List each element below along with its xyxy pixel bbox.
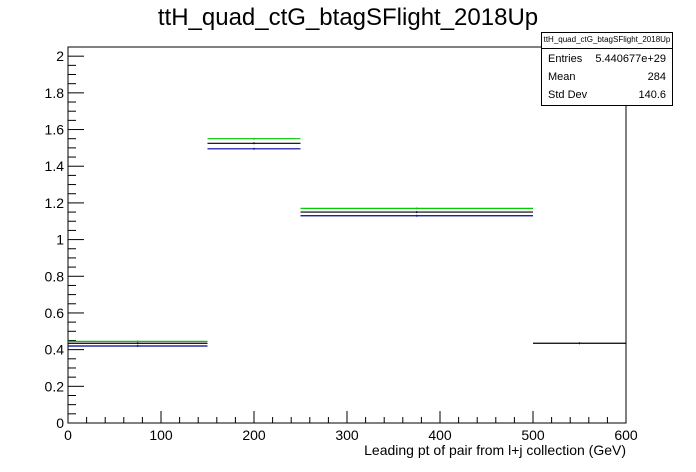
stats-box: ttH_quad_ctG_btagSFlight_2018Up Entries … [541, 32, 673, 106]
y-tick-label: 1.2 [45, 195, 65, 211]
stats-entries-label: Entries [548, 53, 583, 65]
y-tick-label: 1.6 [45, 122, 65, 138]
stats-row-stddev: Std Dev 140.6 [548, 89, 666, 103]
stats-divider [542, 48, 672, 49]
x-tick-label: 200 [242, 427, 266, 443]
y-tick-label: 1.4 [45, 158, 65, 174]
stats-mean-value: 284 [647, 71, 666, 83]
y-tick-label: 0.2 [45, 378, 65, 394]
stats-entries-value: 5.440677e+29 [595, 53, 666, 65]
y-tick-label: 1.8 [45, 85, 65, 101]
chart-title: ttH_quad_ctG_btagSFlight_2018Up [157, 4, 539, 31]
x-tick-label: 400 [428, 427, 452, 443]
y-tick-label: 0.4 [45, 342, 65, 358]
y-tick-label: 0.8 [45, 268, 65, 284]
x-axis-label: Leading pt of pair from l+j collection (… [364, 442, 626, 458]
x-tick-label: 0 [64, 427, 72, 443]
stats-title: ttH_quad_ctG_btagSFlight_2018Up [543, 35, 671, 44]
stats-mean-label: Mean [548, 71, 576, 83]
y-tick-label: 1 [56, 232, 64, 248]
stats-row-entries: Entries 5.440677e+29 [548, 53, 666, 67]
stats-stddev-value: 140.6 [638, 89, 666, 101]
y-tick-label: 0.6 [45, 305, 65, 321]
x-tick-label: 100 [149, 427, 173, 443]
x-tick-label: 600 [614, 427, 638, 443]
stats-stddev-label: Std Dev [548, 89, 588, 101]
stats-row-mean: Mean 284 [548, 71, 666, 85]
y-tick-label: 2 [56, 48, 64, 64]
x-tick-label: 300 [335, 427, 359, 443]
x-tick-label: 500 [521, 427, 545, 443]
y-tick-label: 0 [56, 415, 64, 431]
